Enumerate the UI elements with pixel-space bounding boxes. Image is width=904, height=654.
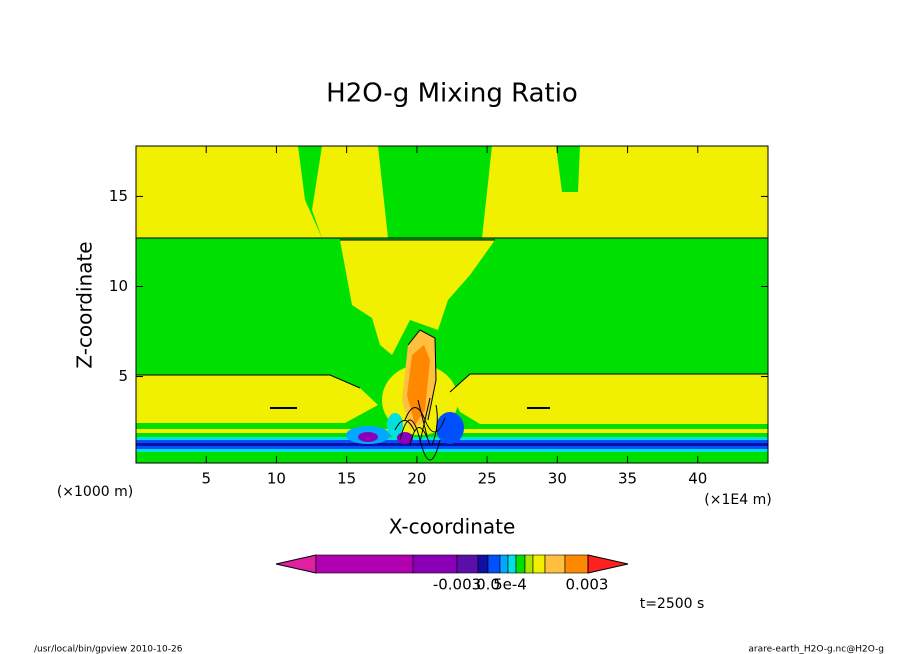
field-region (136, 443, 768, 446)
field-region (450, 374, 768, 424)
field-region (387, 413, 403, 437)
field-region (136, 146, 322, 238)
x-tick-label: 15 (337, 470, 356, 488)
field-region (136, 449, 768, 452)
x-tick-label: 10 (267, 470, 286, 488)
colorbar-cell (412, 554, 458, 574)
colorbar-label: 0.0 (476, 576, 500, 594)
colorbar-cell (515, 554, 526, 574)
x-axis-title: X-coordinate (389, 515, 516, 539)
colorbar-cell (564, 554, 589, 574)
colorbar-cell (507, 554, 517, 574)
field-region (312, 146, 388, 238)
field-region (407, 345, 430, 425)
colorbar-cell (477, 554, 489, 574)
plot-frame (135, 145, 769, 464)
colorbar-arrow (275, 554, 317, 574)
x-tick-label: 20 (407, 470, 426, 488)
field-region (436, 412, 464, 444)
y-unit-label: (×1000 m) (57, 484, 133, 500)
colorbar-cell (315, 554, 414, 574)
y-tick-label: 5 (118, 367, 128, 385)
contour-lines (136, 237, 768, 461)
colorbar-cell (499, 554, 509, 574)
field-region (482, 146, 768, 238)
x-tick-label: 5 (201, 470, 211, 488)
x-tick-label: 25 (478, 470, 497, 488)
field-region (340, 240, 495, 355)
y-tick-label: 10 (109, 277, 128, 295)
x-tick-label: 35 (618, 470, 637, 488)
y-axis-title: Z-coordinate (73, 241, 97, 368)
colorbar-label: -0.003 (433, 576, 481, 594)
time-label: t=2500 s (640, 596, 705, 612)
colorbar-cell (524, 554, 534, 574)
y-tick-label: 15 (109, 187, 128, 205)
x-tick-label: 40 (688, 470, 707, 488)
x-unit-label: (×1E4 m) (704, 492, 771, 508)
field-region (136, 375, 378, 423)
field-region (358, 432, 378, 442)
colorbar-arrow (587, 554, 629, 574)
chart-title: H2O-g Mixing Ratio (326, 79, 578, 109)
colorbar-label: 5e-4 (493, 576, 527, 594)
colorbar-cell (456, 554, 479, 574)
colorbar-cell (544, 554, 566, 574)
colorbar-cell (532, 554, 546, 574)
footer-right: arare-earth_H2O-g.nc@H2O-g (748, 645, 884, 654)
colorbar-cell (487, 554, 501, 574)
x-tick-label: 30 (548, 470, 567, 488)
field-region (136, 446, 768, 449)
contour-field (136, 146, 768, 463)
footer-left: /usr/local/bin/gpview 2010-10-26 (34, 645, 183, 654)
colorbar-label: 0.003 (566, 576, 609, 594)
